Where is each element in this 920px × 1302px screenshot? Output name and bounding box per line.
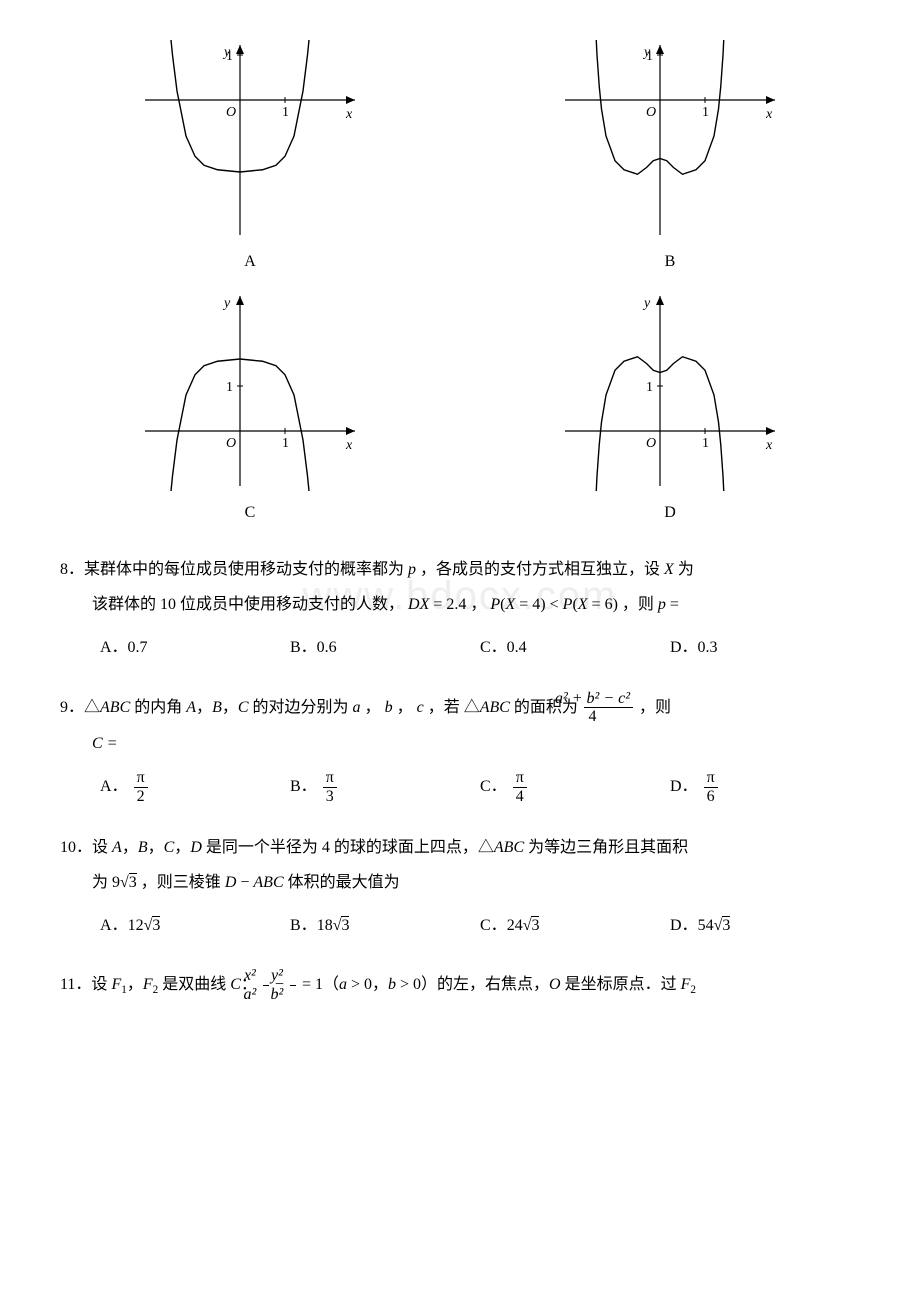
q10-opt-A: A．12√3 — [100, 908, 290, 943]
graph-C: 1 1 Ox y C — [140, 291, 360, 522]
q9-pre: △ABC 的内角 A，B，C 的对边分别为 a ， b ， c ，若 △ABC … — [84, 699, 578, 716]
q9-frac-den: 4 — [584, 708, 633, 726]
q10-num: 10． — [60, 839, 92, 856]
svg-text:y: y — [642, 296, 651, 311]
q11-pre: 设 F1，F2 是双曲线 C： — [91, 976, 256, 993]
question-9: 9．△ABC 的内角 A，B，C 的对边分别为 a ， b ， c ，若 △AB… — [60, 690, 860, 806]
q9-opt-C: C． π4 — [480, 769, 670, 805]
q9-opt-D-num: π — [704, 769, 718, 788]
svg-text:y: y — [642, 45, 651, 60]
q11-eq: = 1（a > 0，b > 0）的左，右焦点，O 是坐标原点．过 F2 — [302, 976, 696, 993]
q9-opt-B: B． π3 — [290, 769, 480, 805]
q10-line2-post: ，则三棱锥 D − ABC 体积的最大值为 — [137, 874, 400, 891]
graph-label-D: D — [560, 504, 780, 522]
question-11: 11．设 F1，F2 是双曲线 C： x² a² − y² b² = 1（a >… — [60, 967, 860, 1003]
q10-opt-B-coef: 18 — [317, 917, 333, 934]
q11-frac2-den: b² — [290, 986, 296, 1004]
q10-opt-C-sqrt: 3 — [531, 916, 539, 934]
q9-opt-A-den: 2 — [134, 788, 148, 806]
q11-frac1: x² a² — [263, 967, 269, 1003]
graph-label-C: C — [140, 504, 360, 522]
graph-label-B: B — [560, 253, 780, 271]
svg-text:O: O — [646, 105, 656, 120]
svg-text:O: O — [226, 436, 236, 451]
q9-opt-C-label: C． — [480, 778, 507, 795]
q9-opt-C-num: π — [513, 769, 527, 788]
q10-opt-C: C．24√3 — [480, 908, 670, 943]
q9-opt-D-label: D． — [670, 778, 698, 795]
q9-line2: C = — [92, 735, 117, 752]
q10-line2-pre: 为 9 — [92, 874, 120, 891]
q8-options: A．0.7 B．0.6 C．0.4 D．0.3 — [60, 630, 860, 665]
q9-frac-num: a² + b² − c² — [584, 690, 633, 709]
q9-opt-B-den: 3 — [323, 788, 337, 806]
q11-frac2-num: y² — [290, 967, 296, 986]
q9-opt-D-den: 6 — [704, 788, 718, 806]
q8-opt-D: D．0.3 — [670, 630, 860, 665]
q10-opt-B: B．18√3 — [290, 908, 480, 943]
svg-text:x: x — [345, 438, 353, 453]
svg-text:y: y — [222, 296, 231, 311]
q9-opt-B-label: B． — [290, 778, 317, 795]
q9-opt-C-den: 4 — [513, 788, 527, 806]
graph-label-A: A — [140, 253, 360, 271]
q10-opt-A-sqrt: 3 — [152, 916, 160, 934]
q11-frac2: y² b² — [290, 967, 296, 1003]
q9-num: 9． — [60, 699, 84, 716]
q8-opt-C: C．0.4 — [480, 630, 670, 665]
graph-D: 1 1 Ox y D — [560, 291, 780, 522]
svg-text:x: x — [765, 438, 773, 453]
svg-text:x: x — [345, 107, 353, 122]
q9-opt-B-num: π — [323, 769, 337, 788]
question-8: 8．某群体中的每位成员使用移动支付的概率都为 p ，各成员的支付方式相互独立，设… — [60, 552, 860, 666]
graph-grid: 1 1 Ox y A 1 1 Ox y B 1 1 Ox y C 1 1 Ox y D — [60, 40, 860, 522]
q10-opt-C-label: C． — [480, 917, 507, 934]
q9-opt-A-label: A． — [100, 778, 128, 795]
q10-opt-B-label: B． — [290, 917, 317, 934]
q9-opt-A: A． π2 — [100, 769, 290, 805]
svg-text:1: 1 — [282, 105, 289, 120]
svg-text:1: 1 — [282, 436, 289, 451]
q10-opt-C-coef: 24 — [507, 917, 523, 934]
q9-opt-A-num: π — [134, 769, 148, 788]
q10-opt-D-label: D． — [670, 917, 698, 934]
q11-num: 11． — [60, 976, 91, 993]
q8-opt-B: B．0.6 — [290, 630, 480, 665]
graph-svg-C: 1 1 Ox y — [140, 291, 360, 491]
svg-text:x: x — [765, 107, 773, 122]
q9-options: A． π2 B． π3 C． π4 D． π6 — [60, 769, 860, 805]
q10-line1: 设 A，B，C，D 是同一个半径为 4 的球的球面上四点，△ABC 为等边三角形… — [92, 839, 688, 856]
q10-opt-A-label: A． — [100, 917, 128, 934]
graph-B: 11Oxy B — [560, 40, 780, 271]
q10-opt-D-coef: 54 — [698, 917, 714, 934]
svg-text:y: y — [222, 45, 231, 60]
svg-text:O: O — [226, 105, 236, 120]
q9-post: ，则 — [639, 699, 671, 716]
q9-opt-D: D． π6 — [670, 769, 860, 805]
graph-svg-D: 1 1 Ox y — [560, 291, 780, 491]
graph-svg-A: 11Oxy — [140, 40, 360, 240]
q10-opt-A-coef: 12 — [128, 917, 144, 934]
svg-text:O: O — [646, 436, 656, 451]
graph-A: 11Oxy A — [140, 40, 360, 271]
question-10: 10．设 A，B，C，D 是同一个半径为 4 的球的球面上四点，△ABC 为等边… — [60, 830, 860, 944]
q8-line1: 某群体中的每位成员使用移动支付的概率都为 p ，各成员的支付方式相互独立，设 X… — [84, 561, 694, 578]
svg-text:1: 1 — [646, 380, 653, 395]
q10-options: A．12√3 B．18√3 C．24√3 D．54√3 — [60, 908, 860, 943]
q11-frac1-num: x² — [263, 967, 269, 986]
q8-line2: 该群体的 10 位成员中使用移动支付的人数， DX = 2.4 ， P(X = … — [92, 596, 679, 613]
q10-opt-D-sqrt: 3 — [722, 916, 730, 934]
q10-opt-D: D．54√3 — [670, 908, 860, 943]
svg-text:1: 1 — [702, 105, 709, 120]
q11-frac1-den: a² — [263, 986, 269, 1004]
graph-svg-B: 11Oxy — [560, 40, 780, 240]
svg-text:1: 1 — [226, 380, 233, 395]
svg-text:1: 1 — [702, 436, 709, 451]
q10-opt-B-sqrt: 3 — [341, 916, 349, 934]
q9-frac: a² + b² − c² 4 — [584, 690, 633, 726]
q8-num: 8． — [60, 561, 84, 578]
q8-opt-A: A．0.7 — [100, 630, 290, 665]
q10-sqrt-val: 3 — [129, 873, 137, 891]
q10-sqrt: √3 — [120, 865, 137, 900]
